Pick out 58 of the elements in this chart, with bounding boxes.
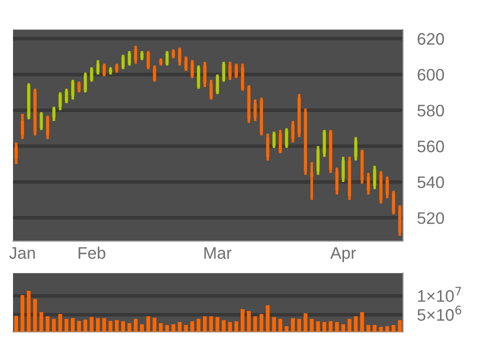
- candlestick: [184, 55, 188, 72]
- candlestick: [228, 60, 232, 82]
- candlestick: [386, 175, 389, 200]
- y-tick-label: 5×10$^{6}$: [418, 306, 462, 321]
- candlestick: [254, 98, 257, 122]
- candlestick: [52, 105, 56, 122]
- candlestick: [285, 126, 288, 150]
- candlestick: [190, 58, 194, 80]
- candlestick: [316, 144, 320, 176]
- candlestick: [373, 164, 376, 190]
- candlestick: [152, 64, 156, 83]
- candlestick: [122, 54, 125, 70]
- candlestick: [146, 50, 150, 70]
- candlestick: [64, 88, 68, 104]
- candlestick: [166, 50, 169, 67]
- candlestick: [96, 58, 100, 76]
- candlestick: [234, 62, 238, 80]
- candlestick: [90, 66, 94, 83]
- candlestick: [222, 60, 226, 83]
- x-tick-label: Mar: [204, 247, 232, 259]
- candlestick: [335, 166, 338, 196]
- candlestick: [84, 71, 87, 94]
- candlestick: [241, 62, 244, 92]
- candlestick: [322, 128, 326, 158]
- candlestick: [71, 78, 74, 101]
- x-tick-label: Jan: [9, 247, 35, 259]
- candlestick: [134, 44, 138, 65]
- candlestick: [77, 80, 81, 94]
- candlestick: [196, 64, 200, 90]
- candlestick: [310, 161, 314, 202]
- candlestick: [392, 190, 396, 216]
- y-tick-label: 600: [418, 68, 444, 81]
- candlestick: [20, 112, 24, 140]
- candlestick: [342, 156, 345, 184]
- candlestick: [58, 91, 62, 112]
- candlestick: [14, 141, 18, 166]
- y-tick-label: 540: [418, 176, 444, 188]
- candlestick: [291, 120, 294, 144]
- candlestick: [210, 78, 213, 101]
- y-tick-label: 520: [418, 212, 444, 224]
- x-tick-label: Feb: [78, 246, 106, 259]
- candlestick: [46, 114, 50, 140]
- x-tick-label: Apr: [330, 247, 356, 262]
- candlestick: [102, 62, 106, 78]
- candlestick: [266, 132, 270, 162]
- y-tick-label: 560: [418, 140, 444, 152]
- y-tick-label: 620: [418, 33, 444, 45]
- candlestick: [178, 46, 182, 67]
- y-tick-label: 1×10$^{7}$: [418, 286, 461, 302]
- y-tick-label: 580: [418, 104, 444, 116]
- candlestick: [40, 110, 43, 132]
- candlestick: [278, 128, 282, 155]
- candlestick: [366, 172, 370, 196]
- candlestick: [216, 73, 219, 96]
- candlestick: [203, 60, 206, 88]
- candlestick: [272, 130, 276, 150]
- candlestick: [354, 136, 358, 162]
- candlestick: [128, 50, 131, 67]
